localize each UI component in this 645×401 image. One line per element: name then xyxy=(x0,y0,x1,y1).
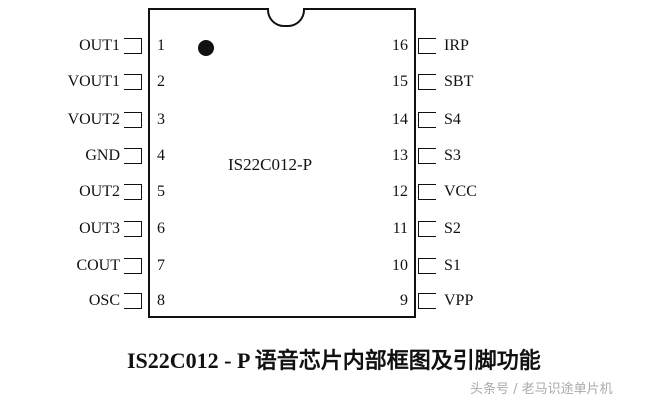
pin-label: GND xyxy=(85,147,120,164)
pin-number: 7 xyxy=(157,257,165,274)
pin-number: 13 xyxy=(392,147,408,164)
pin-label: S1 xyxy=(444,257,461,274)
pin-number: 4 xyxy=(157,147,165,164)
right-pin: 16 IRP xyxy=(0,36,645,56)
caption: IS22C012 - P 语音芯片内部框图及引脚功能 xyxy=(127,348,541,373)
pin-number: 11 xyxy=(392,220,408,237)
pin-lead xyxy=(418,38,436,54)
chip-notch xyxy=(267,8,305,27)
pin1-marker-dot xyxy=(198,40,214,56)
pin-lead xyxy=(124,184,142,200)
pin-lead xyxy=(418,293,436,309)
chip-body: IS22C012-P xyxy=(148,8,416,318)
pin-lead xyxy=(418,258,436,274)
right-pin: 13 S3 xyxy=(0,146,645,166)
pin-lead xyxy=(124,258,142,274)
pin-lead xyxy=(418,184,436,200)
pin-lead xyxy=(418,148,436,164)
pin-label: S3 xyxy=(444,147,461,164)
watermark: 头条号 / 老马识途单片机 xyxy=(470,382,613,397)
right-pin: 14 S4 xyxy=(0,110,645,130)
pin-number: 2 xyxy=(157,73,165,90)
pin-number: 3 xyxy=(157,111,165,128)
pin-label: VCC xyxy=(444,183,477,200)
pin-label: S2 xyxy=(444,220,461,237)
pin-number: 14 xyxy=(392,111,408,128)
pin-number: 10 xyxy=(392,257,408,274)
pin-lead xyxy=(124,221,142,237)
left-pin: VOUT2 3 xyxy=(0,110,645,130)
pin-number: 1 xyxy=(157,37,165,54)
pin-number: 16 xyxy=(392,37,408,54)
left-pin: OUT3 6 xyxy=(0,219,645,239)
pin-lead xyxy=(124,112,142,128)
pin-lead xyxy=(418,74,436,90)
pin-lead xyxy=(124,148,142,164)
left-pin: OSC 8 xyxy=(0,291,645,311)
right-pin: 11 S2 xyxy=(0,219,645,239)
left-pin: OUT2 5 xyxy=(0,182,645,202)
left-pin: GND 4 xyxy=(0,146,645,166)
pin-label: IRP xyxy=(444,37,469,54)
pin-label: SBT xyxy=(444,73,474,90)
pin-label: COUT xyxy=(76,257,120,274)
right-pin: 9 VPP xyxy=(0,291,645,311)
pin-label: S4 xyxy=(444,111,461,128)
pin-label: VOUT1 xyxy=(67,73,120,90)
right-pin: 15 SBT xyxy=(0,72,645,92)
pin-lead xyxy=(418,221,436,237)
pin-label: OUT2 xyxy=(79,183,120,200)
pin-number: 12 xyxy=(392,183,408,200)
pin-label: OSC xyxy=(88,292,120,309)
pin-label: VPP xyxy=(444,292,474,309)
pin-number: 5 xyxy=(157,183,165,200)
pin-number: 8 xyxy=(157,292,165,309)
left-pin: COUT 7 xyxy=(0,256,645,276)
pin-lead xyxy=(418,112,436,128)
right-pin: 10 S1 xyxy=(0,256,645,276)
pin-number: 6 xyxy=(157,220,165,237)
right-pin: 12 VCC xyxy=(0,182,645,202)
chip-name: IS22C012-P xyxy=(228,155,313,174)
left-pin: OUT1 1 xyxy=(0,36,645,56)
pin-lead xyxy=(124,74,142,90)
pin-label: OUT1 xyxy=(79,37,120,54)
pin-lead xyxy=(124,293,142,309)
pin-label: VOUT2 xyxy=(67,111,120,128)
left-pin: VOUT1 2 xyxy=(0,72,645,92)
pin-lead xyxy=(124,38,142,54)
pin-number: 9 xyxy=(400,292,408,309)
pin-label: OUT3 xyxy=(79,220,120,237)
pin-number: 15 xyxy=(392,73,408,90)
